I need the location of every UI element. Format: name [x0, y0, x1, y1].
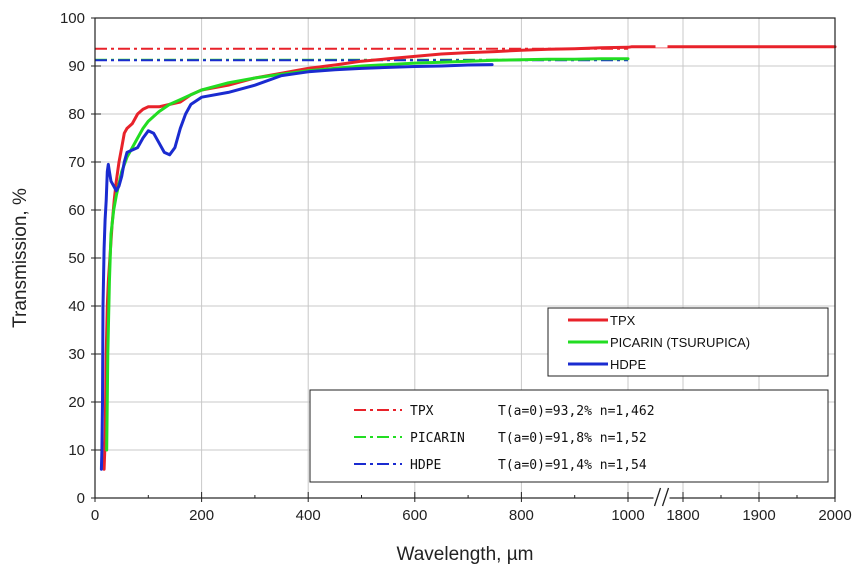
series-lines [99, 39, 837, 471]
series-line-hdpe [99, 63, 494, 471]
series-line-tpx [102, 45, 837, 471]
grid [95, 18, 835, 498]
legend-asym-formula: T(a=0)=91,4% n=1,54 [498, 458, 647, 473]
y-tick-label: 30 [68, 346, 85, 363]
ticks [91, 17, 836, 502]
y-tick-label: 70 [68, 154, 85, 171]
legend-label: TPX [610, 313, 636, 328]
y-tick-label: 40 [68, 298, 85, 315]
y-tick-label: 90 [68, 58, 85, 75]
x-tick-label: 1800 [666, 507, 699, 524]
legend-asym-name: TPX [410, 404, 434, 419]
legend-asymptotes: TPX T(a=0)=93,2% n=1,462 PICARIN T(a=0)=91,… [309, 389, 829, 483]
legend-label: PICARIN (TSURUPICA) [610, 335, 750, 350]
legend-asymptotes-box [309, 389, 829, 483]
x-tick-label: 1000 [611, 507, 644, 524]
x-tick-label: 600 [402, 507, 427, 524]
axis-break-mark [653, 487, 662, 507]
y-tick-label: 60 [68, 202, 85, 219]
axis-break-mark [661, 487, 670, 507]
legend-asym-formula: T(a=0)=91,8% n=1,52 [498, 431, 647, 446]
axis-break [653, 487, 670, 508]
x-tick-label: 800 [509, 507, 534, 524]
y-axis-title: Transmission, % [10, 188, 31, 328]
legend-label: HDPE [610, 357, 646, 372]
y-tick-label: 20 [68, 394, 85, 411]
axis-break-gap [653, 488, 670, 508]
y-tick-label: 100 [60, 10, 85, 27]
y-tick-label: 50 [68, 250, 85, 267]
series-break-gap [655, 39, 668, 48]
y-tick-label: 10 [68, 442, 85, 459]
tick-labels: 0 200 400 600 800 1000 1800 1900 2000 0 10 20 30 40 50… [60, 10, 852, 524]
legend-asym-name: HDPE [410, 458, 441, 473]
legend-asym-formula: T(a=0)=93,2% n=1,462 [498, 404, 655, 419]
x-tick-label: 0 [91, 507, 99, 524]
x-axis-title: Wavelength, µm [397, 544, 534, 565]
y-tick-label: 80 [68, 106, 85, 123]
y-tick-label: 0 [77, 490, 85, 507]
legend-series: TPX PICARIN (TSURUPICA) HDPE [547, 307, 829, 377]
x-tick-label: 400 [296, 507, 321, 524]
legend-asym-name: PICARIN [410, 431, 465, 446]
x-tick-label: 2000 [818, 507, 851, 524]
x-tick-label: 1900 [742, 507, 775, 524]
x-tick-label: 200 [189, 507, 214, 524]
